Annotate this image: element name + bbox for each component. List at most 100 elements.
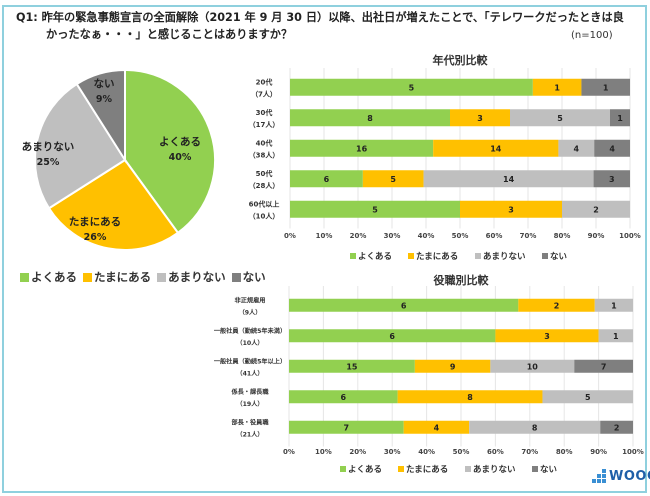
data-label-often: 6: [401, 301, 407, 310]
bar-segment-sometimes: [403, 420, 470, 434]
x-tick-label: 0%: [283, 448, 295, 456]
pie-value-sometimes: 26%: [84, 232, 107, 243]
data-label-sometimes: 1: [554, 83, 560, 92]
data-label-rarely: 10: [527, 362, 539, 371]
bar-segment-often: [290, 139, 434, 157]
position-bar-chart: 役職別比較 0% 10% 20% 30% 40% 50% 60% 70% 80% 90% 100% 6 2…: [214, 273, 644, 475]
bar-segment-often: [289, 298, 519, 312]
data-label-rarely: 8: [532, 423, 538, 432]
legend-item-sometimes: たまにある: [83, 269, 151, 285]
bar-segment-never: [600, 420, 633, 434]
bar-segment-never: [610, 109, 630, 127]
bar-segment-never: [593, 170, 630, 188]
data-label-rarely: 5: [585, 393, 591, 402]
category-count: （38人）: [249, 150, 280, 159]
x-tick-label: 80%: [556, 448, 573, 456]
data-label-rarely: 5: [557, 114, 563, 123]
legend-label-sometimes: たまにある: [406, 464, 448, 475]
category-count: （9人）: [239, 308, 262, 316]
legend-item-never: ない: [231, 269, 266, 285]
category-count: （28人）: [249, 181, 280, 190]
bar-segment-sometimes: [433, 139, 559, 157]
legend-label-never: ない: [550, 252, 567, 262]
legend-item-rarely: あまりない: [157, 269, 226, 285]
data-label-sometimes: 5: [390, 175, 396, 184]
data-label-rarely: 4: [574, 144, 580, 153]
data-label-sometimes: 2: [554, 301, 560, 310]
data-label-sometimes: 8: [467, 393, 473, 402]
category-label: 60代以上: [249, 199, 280, 208]
legend-swatch-rarely: [475, 253, 481, 259]
pie-chart: よくある 40% たまにある 26% あまりない 25% ない 9%: [22, 68, 216, 251]
pie-value-never: 9%: [96, 94, 113, 105]
category-label: 一般社員（勤続5年未満）: [214, 327, 286, 335]
category-count: （21人）: [236, 430, 263, 438]
bar-segment-often: [290, 170, 363, 188]
logo-text: WOOC: [609, 469, 650, 484]
x-tick-label: 70%: [521, 448, 538, 456]
data-label-sometimes: 3: [477, 114, 483, 123]
legend-swatch-often: [340, 466, 346, 472]
legend-label-often: よくある: [348, 465, 382, 475]
bar-segment-sometimes: [532, 78, 582, 96]
data-label-sometimes: 4: [434, 423, 440, 432]
pie-label-never: ない: [94, 78, 115, 90]
data-label-often: 5: [409, 83, 415, 92]
legend-label-sometimes: たまにある: [94, 270, 152, 284]
bar-segment-often: [289, 390, 398, 404]
question-title: Q1: 昨年の緊急事態宣言の全面解除（2021 年 9 月 30 日）以降、出社…: [16, 9, 636, 43]
x-tick-label: 10%: [316, 232, 333, 240]
logo-dots-icon: [592, 469, 606, 483]
legend-swatch-often: [20, 272, 29, 282]
data-label-rarely: 1: [613, 332, 619, 341]
x-tick-label: 100%: [619, 232, 641, 240]
data-label-never: 2: [614, 423, 620, 432]
data-label-sometimes: 3: [508, 205, 514, 214]
data-label-often: 8: [367, 114, 373, 123]
data-label-often: 5: [372, 205, 378, 214]
data-label-never: 1: [617, 114, 623, 123]
legend-swatch-often: [350, 253, 356, 259]
data-label-never: 1: [603, 83, 609, 92]
x-tick-label: 50%: [453, 448, 470, 456]
x-tick-label: 30%: [384, 232, 401, 240]
bar-segment-sometimes: [414, 359, 491, 373]
legend-swatch-sometimes: [408, 253, 414, 259]
bar-segment-often: [290, 109, 450, 127]
chart-title: 役職別比較: [433, 273, 490, 287]
bar-segment-never: [574, 359, 633, 373]
category-count: （7人）: [251, 89, 277, 98]
category-count: （17人）: [249, 120, 280, 129]
legend-swatch-never: [542, 253, 548, 259]
x-tick-label: 40%: [418, 448, 435, 456]
data-label-sometimes: 9: [450, 362, 456, 371]
legend-label-often: よくある: [31, 270, 77, 284]
data-label-rarely: 14: [503, 175, 515, 184]
data-label-often: 16: [356, 144, 368, 153]
bar-segment-rarely: [542, 390, 633, 404]
sample-size: (n=100): [571, 30, 613, 41]
category-count: （10人）: [249, 211, 280, 220]
x-tick-label: 60%: [487, 448, 504, 456]
category-count: （19人）: [236, 400, 263, 408]
bar-segment-rarely: [594, 298, 633, 312]
bar-segment-rarely: [558, 139, 595, 157]
pie-slice-often: [124, 68, 216, 235]
x-tick-label: 20%: [350, 232, 367, 240]
data-label-often: 6: [341, 393, 347, 402]
data-label-often: 6: [324, 175, 330, 184]
category-label: 一般社員（勤続5年以上）: [214, 357, 286, 365]
bar-segment-rarely: [469, 420, 601, 434]
x-tick-label: 0%: [284, 232, 296, 240]
category-count: （10人）: [236, 339, 263, 347]
legend-label-often: よくある: [358, 252, 392, 262]
question-line-1: Q1: 昨年の緊急事態宣言の全面解除（2021 年 9 月 30 日）以降、出社…: [16, 11, 624, 24]
data-label-often: 6: [389, 332, 395, 341]
data-label-rarely: 1: [611, 301, 617, 310]
x-tick-label: 50%: [452, 232, 469, 240]
legend-label-sometimes: たまにある: [416, 251, 458, 262]
question-line-2: かったなぁ・・・」と感じることはありますか？: [46, 28, 293, 41]
pie-slice-never: [75, 68, 126, 164]
pie-label-sometimes: たまにある: [69, 215, 121, 228]
legend-label-never: ない: [540, 465, 557, 475]
